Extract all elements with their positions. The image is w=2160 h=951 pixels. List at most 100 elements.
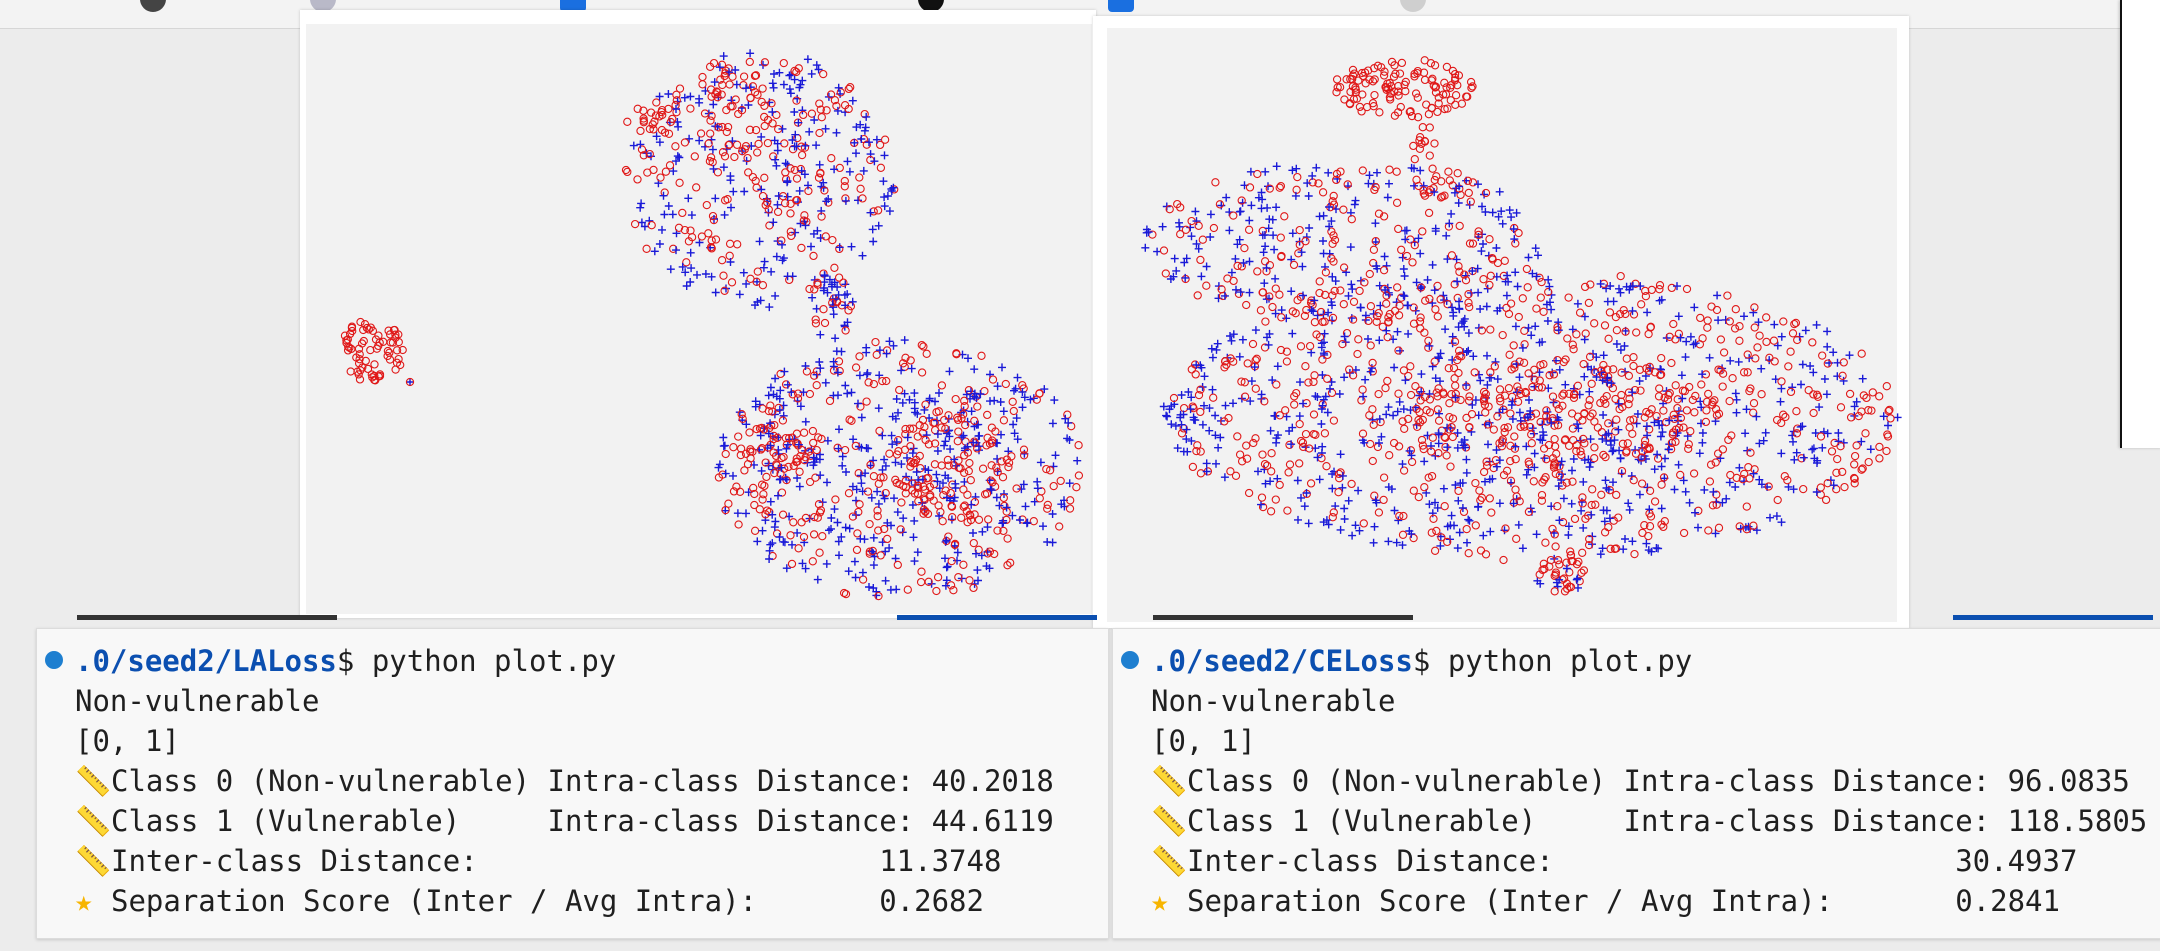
class1-marker bbox=[766, 419, 775, 428]
class0-marker bbox=[1409, 141, 1418, 151]
class1-marker bbox=[869, 584, 878, 592]
class0-marker bbox=[1260, 459, 1270, 469]
class1-marker bbox=[1823, 429, 1832, 438]
class1-marker bbox=[865, 583, 873, 591]
class1-marker bbox=[1572, 575, 1581, 584]
class1-marker bbox=[860, 126, 869, 135]
class0-marker bbox=[1604, 419, 1613, 428]
class1-marker bbox=[1616, 454, 1625, 463]
tab-icon[interactable] bbox=[1108, 0, 1134, 12]
class1-marker bbox=[709, 100, 718, 109]
class0-marker bbox=[1599, 360, 1608, 370]
class1-marker bbox=[865, 138, 873, 147]
class0-marker bbox=[1257, 493, 1267, 502]
class1-marker bbox=[1641, 455, 1650, 463]
class0-marker bbox=[1550, 530, 1559, 539]
class0-marker bbox=[1501, 524, 1510, 533]
class1-marker bbox=[1599, 351, 1608, 360]
class1-marker bbox=[727, 203, 735, 212]
class0-marker bbox=[993, 467, 1002, 477]
class0-marker bbox=[1425, 408, 1435, 417]
class0-marker bbox=[1735, 322, 1744, 331]
class0-marker bbox=[1474, 227, 1483, 236]
class0-marker bbox=[1779, 317, 1788, 326]
class1-marker bbox=[1822, 390, 1831, 399]
class0-marker bbox=[1559, 389, 1568, 398]
class1-marker bbox=[1476, 305, 1485, 313]
class0-marker bbox=[1399, 511, 1408, 521]
class1-marker bbox=[708, 145, 717, 154]
class1-marker bbox=[833, 106, 842, 115]
class1-marker bbox=[845, 524, 854, 533]
class0-marker bbox=[1612, 490, 1621, 500]
class0-marker bbox=[1275, 411, 1284, 420]
class1-marker bbox=[783, 380, 792, 389]
class1-marker bbox=[1254, 467, 1262, 476]
class1-marker bbox=[1524, 323, 1533, 332]
class0-marker bbox=[1001, 379, 1010, 389]
class1-marker bbox=[1319, 211, 1328, 220]
class1-marker bbox=[838, 461, 847, 470]
tab-icon[interactable] bbox=[1400, 0, 1426, 12]
class0-marker bbox=[987, 461, 996, 470]
class0-marker bbox=[722, 127, 731, 137]
class0-marker bbox=[1285, 460, 1295, 469]
class0-marker bbox=[1412, 175, 1421, 184]
tab-icon[interactable] bbox=[310, 0, 336, 12]
class0-marker bbox=[732, 482, 741, 491]
class0-marker bbox=[1753, 343, 1762, 352]
class0-marker bbox=[795, 467, 804, 476]
class1-marker bbox=[847, 388, 856, 397]
class1-marker bbox=[742, 509, 750, 518]
class0-marker bbox=[1347, 215, 1356, 224]
class0-marker bbox=[1035, 389, 1044, 398]
class0-marker bbox=[1399, 366, 1409, 375]
tab-icon[interactable] bbox=[918, 0, 944, 12]
class0-marker bbox=[1384, 317, 1393, 326]
class1-marker bbox=[858, 251, 867, 260]
class0-marker bbox=[1545, 562, 1554, 571]
class0-marker bbox=[1554, 404, 1563, 414]
class1-marker bbox=[1731, 483, 1740, 491]
class1-marker bbox=[801, 221, 810, 230]
class0-marker bbox=[1584, 401, 1593, 410]
class1-marker bbox=[1546, 298, 1554, 307]
class0-marker bbox=[1072, 483, 1081, 492]
class0-marker bbox=[370, 371, 379, 381]
class0-marker bbox=[1584, 540, 1594, 550]
class0-marker bbox=[959, 410, 968, 419]
class0-marker bbox=[1368, 99, 1378, 108]
class1-marker bbox=[1346, 243, 1355, 252]
class0-marker bbox=[757, 480, 767, 489]
class0-marker bbox=[1260, 397, 1269, 406]
class0-marker bbox=[993, 526, 1002, 535]
class1-marker bbox=[1277, 306, 1286, 315]
class1-marker bbox=[1789, 437, 1797, 446]
class1-marker bbox=[1430, 286, 1439, 295]
class0-marker bbox=[1177, 429, 1187, 438]
class1-marker bbox=[798, 559, 807, 568]
class1-marker bbox=[888, 440, 897, 449]
class1-marker bbox=[785, 85, 794, 94]
class1-marker bbox=[1273, 474, 1282, 483]
class0-marker bbox=[794, 544, 803, 553]
class0-marker bbox=[1528, 382, 1537, 392]
class1-marker bbox=[1823, 327, 1832, 336]
class1-marker bbox=[841, 523, 850, 532]
class1-marker bbox=[1375, 336, 1384, 345]
class0-marker bbox=[672, 90, 681, 99]
class1-marker bbox=[1040, 385, 1049, 394]
class0-marker bbox=[1726, 470, 1735, 480]
tab-icon[interactable] bbox=[560, 0, 586, 12]
class1-marker bbox=[1179, 447, 1188, 456]
class0-marker bbox=[1450, 337, 1460, 346]
class0-marker bbox=[1854, 411, 1863, 421]
class1-marker bbox=[1657, 462, 1666, 471]
class0-marker bbox=[344, 342, 353, 351]
class0-marker bbox=[1827, 447, 1837, 456]
class0-marker bbox=[1055, 522, 1064, 531]
class1-marker bbox=[1030, 497, 1039, 506]
class1-marker bbox=[767, 267, 776, 276]
class0-marker bbox=[1410, 241, 1419, 250]
tab-icon[interactable] bbox=[140, 0, 166, 12]
